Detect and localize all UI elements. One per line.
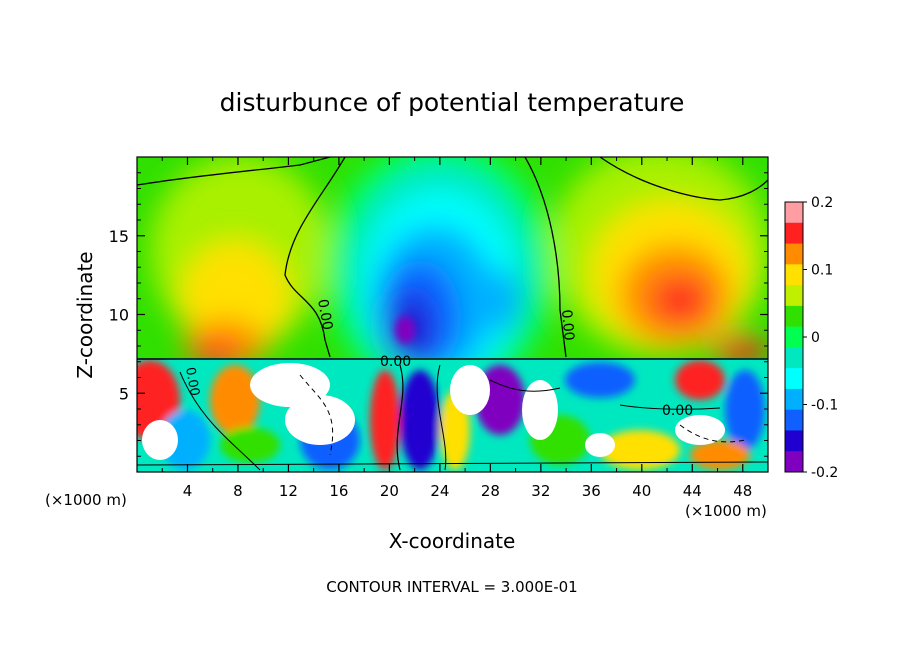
contour-line <box>619 404 721 410</box>
colorbar-ticks: 0.2 0.1 0 -0.1 -0.2 <box>803 195 838 481</box>
chart-title: disturbunce of potential temperature <box>220 88 685 117</box>
contour-label: 0.00 <box>380 354 411 370</box>
colorbar-swatch <box>785 222 803 245</box>
colorbar-swatch <box>785 243 803 265</box>
colorbar-tick-label: 0.1 <box>811 263 833 279</box>
colorbar-swatch <box>785 347 803 369</box>
x-unit-left: (×1000 m) <box>45 491 127 509</box>
contour-line <box>284 157 346 358</box>
contour-line <box>599 157 768 201</box>
x-tick-label: 40 <box>632 482 651 500</box>
colorbar-swatch <box>785 451 803 473</box>
colorbar-swatch <box>785 202 803 224</box>
x-tick-label: 36 <box>582 482 601 500</box>
x-tick-label: 32 <box>531 482 550 500</box>
colorbar-tick-label: 0.2 <box>811 195 833 211</box>
colorbar-tick-label: -0.2 <box>811 465 838 481</box>
x-tick-label: 12 <box>279 482 298 500</box>
x-tick-label: 4 <box>183 482 193 500</box>
colorbar-swatch <box>785 430 803 452</box>
x-axis-label: X-coordinate <box>389 529 516 553</box>
x-tick-label: 24 <box>430 482 449 500</box>
colorbar-swatch <box>785 409 803 431</box>
contour-line <box>179 371 261 471</box>
y-tick-label: 5 <box>119 384 129 403</box>
colorbar <box>784 201 804 473</box>
colorbar-swatch <box>785 285 803 307</box>
x-tick-label: 44 <box>683 482 702 500</box>
upper-field <box>137 157 768 361</box>
colorbar-tick-label: -0.1 <box>811 398 838 414</box>
contour-line <box>436 364 447 471</box>
contour-line <box>137 157 331 186</box>
contour-line <box>489 379 561 392</box>
colorbar-swatch <box>785 326 803 348</box>
x-tick-label: 16 <box>329 482 348 500</box>
x-axis: 4 8 12 16 20 24 28 32 36 40 44 48 <box>161 157 752 500</box>
contour-label: 0.00 <box>314 298 335 331</box>
x-tick-label: 48 <box>733 482 752 500</box>
colorbar-swatch <box>785 264 803 286</box>
x-tick-label: 20 <box>380 482 399 500</box>
x-tick-label: 8 <box>233 482 243 500</box>
x-tick-label: 28 <box>481 482 500 500</box>
colorbar-swatch <box>785 388 803 411</box>
contour-label: 0.00 <box>182 366 202 397</box>
contour-line <box>524 157 567 358</box>
y-axis: 5 10 15 <box>109 172 768 457</box>
contour-line <box>396 364 404 471</box>
colorbar-tick-label: 0 <box>811 330 820 346</box>
lower-field <box>137 358 768 472</box>
x-unit-right: (×1000 m) <box>685 502 767 520</box>
y-tick-label: 15 <box>109 227 129 246</box>
y-tick-label: 10 <box>109 306 129 325</box>
contour-label: 0.00 <box>662 403 693 419</box>
contour-line <box>299 374 334 456</box>
contour-labels: 0.00 0.00 0.00 0.00 0.00 <box>182 298 693 419</box>
heatmap-field <box>137 157 768 472</box>
contour-line <box>137 461 768 466</box>
y-axis-label: Z-coordinate <box>73 251 97 378</box>
contour-interval: CONTOUR INTERVAL = 3.000E-01 <box>326 578 577 596</box>
colorbar-swatch <box>785 368 803 390</box>
contour-label: 0.00 <box>558 309 577 341</box>
colorbar-swatch <box>785 305 803 328</box>
